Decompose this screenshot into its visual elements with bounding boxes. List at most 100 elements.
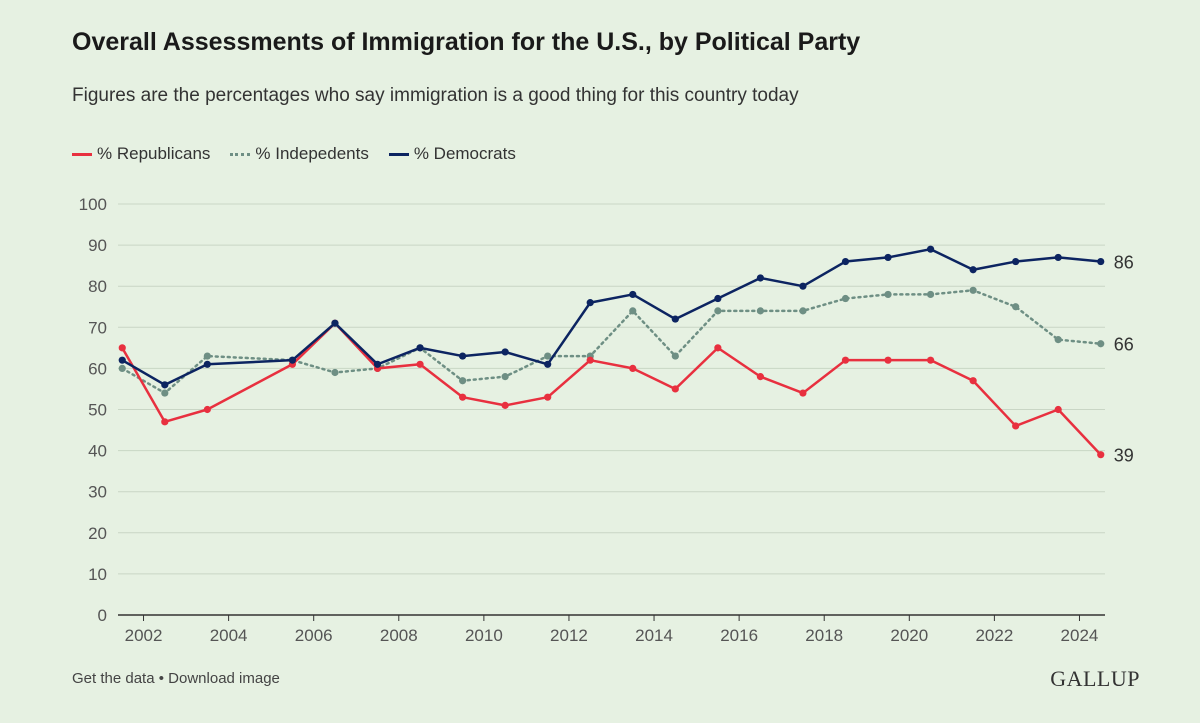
data-point-democrats[interactable]	[331, 319, 339, 327]
download-image-link[interactable]: Download image	[168, 670, 280, 687]
data-point-independents[interactable]	[841, 294, 850, 303]
data-point-republicans[interactable]	[714, 344, 722, 352]
chart-title: Overall Assessments of Immigration for t…	[72, 28, 861, 56]
data-point-independents[interactable]	[969, 286, 977, 294]
series-line-independents[interactable]	[121, 289, 1102, 395]
x-tick-label: 2018	[805, 626, 843, 645]
data-point-republicans[interactable]	[544, 393, 552, 401]
data-point-independents[interactable]	[1054, 336, 1062, 344]
x-tick-label: 2010	[465, 626, 503, 645]
data-point-democrats[interactable]	[458, 352, 467, 360]
data-point-democrats[interactable]	[884, 253, 892, 262]
legend-swatch-independents	[230, 152, 251, 156]
grid-layer	[118, 203, 1105, 575]
legend: % Republicans % Indepedents % Democrats	[72, 144, 516, 164]
y-tick-label: 60	[88, 359, 107, 378]
data-point-democrats[interactable]	[1012, 257, 1020, 266]
data-point-democrats[interactable]	[629, 290, 637, 299]
y-tick-label: 70	[88, 318, 107, 337]
data-point-independents[interactable]	[629, 307, 637, 315]
legend-item-republicans[interactable]: % Republicans	[72, 144, 210, 164]
x-tick-label: 2002	[125, 626, 163, 645]
data-point-republicans[interactable]	[118, 344, 126, 352]
data-point-republicans[interactable]	[926, 356, 935, 364]
data-point-independents[interactable]	[161, 389, 169, 397]
data-point-independents[interactable]	[118, 364, 126, 372]
x-tick-label: 2020	[890, 626, 928, 645]
series-line-republicans[interactable]	[121, 321, 1102, 456]
footer-separator: •	[158, 670, 164, 687]
gallup-logo[interactable]: GALLUP	[1050, 666, 1140, 691]
end-label-independents: 66	[1114, 335, 1134, 355]
data-point-independents[interactable]	[544, 352, 552, 360]
data-point-republicans[interactable]	[629, 364, 637, 372]
data-point-independents[interactable]	[884, 290, 892, 299]
y-tick-label: 20	[88, 524, 107, 543]
data-point-democrats[interactable]	[501, 348, 509, 356]
get-data-link[interactable]: Get the data	[72, 670, 155, 687]
legend-label-independents: % Indepedents	[255, 144, 369, 163]
data-point-republicans[interactable]	[501, 401, 509, 409]
data-point-independents[interactable]	[203, 352, 211, 360]
y-tick-label: 90	[88, 236, 107, 255]
data-point-independents[interactable]	[799, 307, 807, 315]
line-chart: 0 10 20 30 40 50 60 70 80 90 100 2002 2004 2006 2008 20…	[79, 195, 1134, 645]
data-point-independents[interactable]	[1012, 303, 1020, 311]
data-point-democrats[interactable]	[586, 299, 594, 307]
data-point-independents[interactable]	[671, 352, 679, 360]
data-point-democrats[interactable]	[714, 294, 722, 303]
data-point-democrats[interactable]	[799, 282, 807, 290]
y-tick-label: 10	[88, 565, 107, 584]
data-point-republicans[interactable]	[1097, 451, 1105, 459]
data-point-independents[interactable]	[458, 377, 467, 385]
data-point-democrats[interactable]	[203, 360, 211, 368]
data-point-democrats[interactable]	[841, 257, 850, 266]
x-tick-label: 2012	[550, 626, 588, 645]
data-point-republicans[interactable]	[1012, 422, 1020, 430]
series-republicans	[118, 319, 1105, 459]
data-point-republicans[interactable]	[586, 356, 594, 364]
data-point-democrats[interactable]	[1097, 257, 1105, 266]
data-point-republicans[interactable]	[969, 377, 977, 385]
data-point-republicans[interactable]	[799, 389, 807, 397]
x-tick-label: 2006	[295, 626, 333, 645]
series-layer	[118, 245, 1105, 459]
data-point-republicans[interactable]	[1054, 405, 1062, 414]
data-point-independents[interactable]	[1097, 340, 1105, 348]
data-point-democrats[interactable]	[118, 356, 126, 364]
series-democrats	[118, 245, 1105, 389]
legend-swatch-republicans	[72, 152, 92, 156]
legend-item-democrats[interactable]: % Democrats	[388, 144, 516, 164]
data-point-democrats[interactable]	[1054, 253, 1062, 262]
data-point-republicans[interactable]	[756, 373, 765, 381]
y-tick-label: 40	[88, 442, 107, 461]
data-point-democrats[interactable]	[288, 356, 297, 364]
data-point-republicans[interactable]	[841, 356, 850, 364]
data-point-republicans[interactable]	[203, 405, 211, 414]
legend-item-independents[interactable]: % Indepedents	[230, 144, 369, 164]
data-point-democrats[interactable]	[969, 266, 977, 274]
data-point-democrats[interactable]	[161, 381, 169, 389]
data-point-independents[interactable]	[331, 368, 339, 377]
data-point-democrats[interactable]	[926, 245, 935, 253]
x-tick-label: 2008	[380, 626, 418, 645]
data-point-democrats[interactable]	[756, 274, 765, 282]
data-point-independents[interactable]	[756, 307, 765, 315]
data-point-democrats[interactable]	[416, 344, 424, 352]
data-point-republicans[interactable]	[458, 393, 467, 401]
data-point-republicans[interactable]	[671, 385, 679, 393]
x-tick-label: 2024	[1061, 626, 1099, 645]
data-point-independents[interactable]	[714, 307, 722, 315]
data-point-republicans[interactable]	[884, 356, 892, 364]
data-point-republicans[interactable]	[161, 418, 169, 426]
x-tick-label: 2016	[720, 626, 758, 645]
data-point-democrats[interactable]	[373, 360, 382, 368]
data-point-democrats[interactable]	[544, 360, 552, 368]
y-tick-label: 0	[98, 606, 107, 625]
data-point-democrats[interactable]	[671, 315, 679, 323]
data-point-independents[interactable]	[501, 373, 509, 381]
data-point-republicans[interactable]	[416, 360, 424, 368]
legend-swatch-democrats	[388, 152, 409, 156]
data-point-independents[interactable]	[926, 290, 935, 299]
legend-label-republicans: % Republicans	[97, 144, 211, 163]
